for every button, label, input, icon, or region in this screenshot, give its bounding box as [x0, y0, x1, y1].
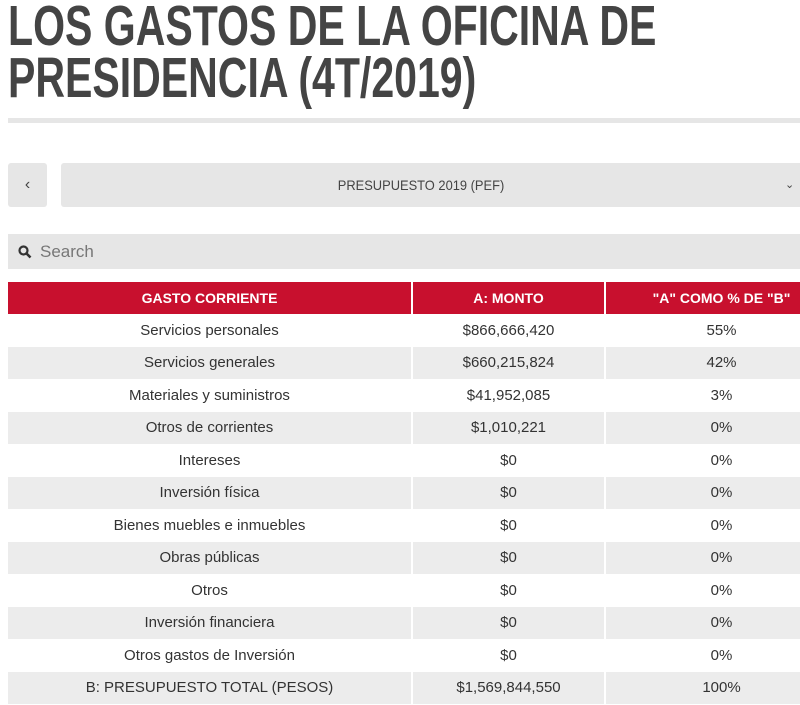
table-row: Bienes muebles e inmuebles $0 0%	[8, 509, 800, 542]
cell-amount: $0	[412, 476, 606, 509]
cell-percent: 42%	[605, 346, 800, 379]
cell-percent: 3%	[605, 379, 800, 412]
page-title: LOS GASTOS DE LA OFICINA DE PRESIDENCIA (…	[8, 0, 657, 107]
cell-amount: $0	[412, 574, 606, 607]
cell-percent: 0%	[605, 411, 800, 444]
cell-amount: $41,952,085	[412, 379, 606, 412]
table-row: Intereses $0 0%	[8, 444, 800, 477]
cell-amount: $866,666,420	[412, 314, 606, 347]
cell-concept: Inversión física	[8, 476, 413, 509]
cell-percent: 100%	[605, 671, 800, 704]
column-header-gasto[interactable]: GASTO CORRIENTE	[8, 282, 413, 314]
column-header-monto[interactable]: A: MONTO	[412, 282, 606, 314]
title-line-2: PRESIDENCIA (4T/2019)	[8, 46, 477, 110]
title-divider	[8, 118, 800, 123]
cell-percent: 0%	[605, 476, 800, 509]
table-row: Inversión física $0 0%	[8, 476, 800, 509]
cell-amount: $0	[412, 541, 606, 574]
cell-concept: Otros	[8, 574, 413, 607]
title-line-1: LOS GASTOS DE LA OFICINA DE	[8, 0, 657, 58]
table-total-row: B: PRESUPUESTO TOTAL (PESOS) $1,569,844,5…	[8, 671, 800, 704]
budget-select[interactable]: PRESUPUESTO 2019 (PEF) ⌄	[61, 163, 800, 207]
cell-percent: 0%	[605, 574, 800, 607]
previous-button[interactable]: ‹	[8, 163, 47, 207]
cell-concept: Otros gastos de Inversión	[8, 639, 413, 672]
cell-amount: $1,010,221	[412, 411, 606, 444]
table-row: Obras públicas $0 0%	[8, 541, 800, 574]
search-input[interactable]	[38, 240, 742, 263]
cell-concept: Inversión financiera	[8, 606, 413, 639]
cell-percent: 0%	[605, 509, 800, 542]
table-row: Otros gastos de Inversión $0 0%	[8, 639, 800, 672]
table-row: Otros de corrientes $1,010,221 0%	[8, 411, 800, 444]
cell-concept: Servicios personales	[8, 314, 413, 347]
cell-concept: Obras públicas	[8, 541, 413, 574]
cell-concept: Materiales y suministros	[8, 379, 413, 412]
search-icon	[18, 244, 32, 258]
cell-concept: Servicios generales	[8, 346, 413, 379]
cell-concept: Intereses	[8, 444, 413, 477]
cell-percent: 0%	[605, 444, 800, 477]
table-header-row: GASTO CORRIENTE A: MONTO "A" COMO % DE "…	[8, 282, 800, 314]
cell-amount: $1,569,844,550	[412, 671, 606, 704]
cell-concept: Otros de corrientes	[8, 411, 413, 444]
table-row: Materiales y suministros $41,952,085 3%	[8, 379, 800, 412]
chevron-down-icon: ⌄	[785, 179, 795, 191]
chevron-left-icon: ‹	[24, 176, 31, 193]
column-header-percent[interactable]: "A" COMO % DE "B"	[605, 282, 800, 314]
search-bar[interactable]	[8, 234, 800, 269]
cell-percent: 0%	[605, 541, 800, 574]
cell-concept: Bienes muebles e inmuebles	[8, 509, 413, 542]
cell-concept: B: PRESUPUESTO TOTAL (PESOS)	[8, 671, 413, 704]
cell-amount: $0	[412, 639, 606, 672]
cell-amount: $0	[412, 606, 606, 639]
table-row: Servicios generales $660,215,824 42%	[8, 346, 800, 379]
table-row: Servicios personales $866,666,420 55%	[8, 314, 800, 347]
cell-percent: 55%	[605, 314, 800, 347]
table-row: Inversión financiera $0 0%	[8, 606, 800, 639]
budget-select-value: PRESUPUESTO 2019 (PEF)	[337, 177, 505, 193]
table-row: Otros $0 0%	[8, 574, 800, 607]
cell-amount: $0	[412, 444, 606, 477]
budget-table: GASTO CORRIENTE A: MONTO "A" COMO % DE "…	[8, 282, 800, 704]
cell-amount: $660,215,824	[412, 346, 606, 379]
cell-amount: $0	[412, 509, 606, 542]
cell-percent: 0%	[605, 606, 800, 639]
cell-percent: 0%	[605, 639, 800, 672]
